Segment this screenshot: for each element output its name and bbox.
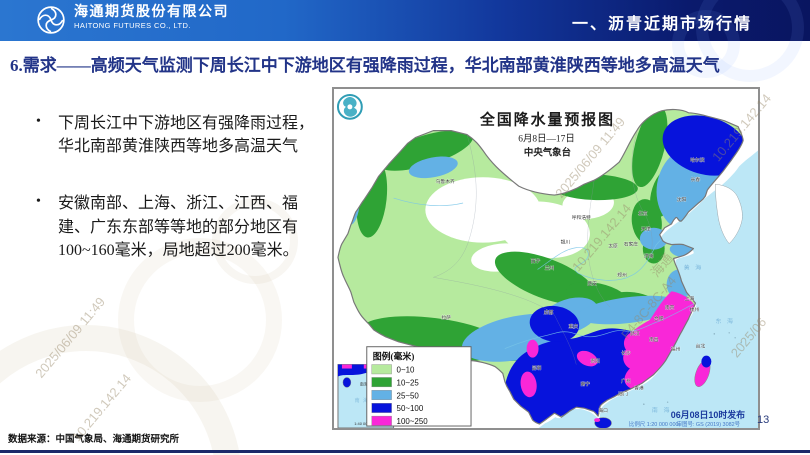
taiwan-north-blue <box>701 355 712 368</box>
sea-label: 南 海 <box>652 406 672 414</box>
bullet-text: 安徽南部、上海、浙江、江西、福建、广东东部等等地的部分地区有100~160毫米，… <box>58 195 299 259</box>
city-label: 成都 <box>544 309 554 316</box>
ornament-circle <box>212 198 298 284</box>
legend-label: 25~50 <box>397 391 420 400</box>
bullet-marker: • <box>36 194 41 210</box>
city-label: 澳门 <box>618 390 628 397</box>
city-label: 哈尔滨 <box>690 156 705 163</box>
city-label: 重庆 <box>569 323 579 330</box>
china-precipitation-svg: 黄 海 东 海 南 海 乌鲁木齐 呼和浩特 北京 天津 石家庄 太原 济南 郑州… <box>334 89 758 428</box>
bullet-text: 下周长江中下游地区有强降雨过程，华北南部黄淮陕西等地多高温天气 <box>58 115 315 156</box>
inset-scale: 1:40 000 000 <box>354 421 378 426</box>
rivers <box>393 197 694 350</box>
korea-peninsula <box>715 183 743 244</box>
city-label: 广州 <box>621 377 631 384</box>
legend: 图例(毫米) 0~10 10~25 25~50 50~100 100~250 <box>366 346 472 427</box>
province-borders <box>433 132 653 365</box>
header-bar: 海通期货股份有限公司 HAITONG FUTURES CO., LTD. 一、沥… <box>0 0 810 82</box>
city-label: 乌鲁木齐 <box>436 178 455 185</box>
city-label: 合肥 <box>654 315 664 322</box>
map-approval: 审图号: GS (2019) 3082号 <box>677 420 741 428</box>
city-label: 南京 <box>665 304 675 311</box>
cma-logo-icon <box>336 93 363 120</box>
page-number: 13 <box>757 414 770 426</box>
legend-title: 图例(毫米) <box>373 351 415 362</box>
city-label: 海口 <box>598 407 608 414</box>
publish-time: 06月08日10时发布 <box>671 409 745 420</box>
legend-label: 100~250 <box>397 417 429 426</box>
map-agency: 中央气象台 <box>524 146 571 158</box>
company-name: 海通期货股份有限公司 HAITONG FUTURES CO., LTD. <box>74 5 229 31</box>
bullet-item: • 下周长江中下游地区有强降雨过程，华北南部黄淮陕西等地多高温天气 <box>36 112 318 158</box>
bullet-marker: • <box>36 114 41 129</box>
city-label: 贵阳 <box>590 358 600 365</box>
inset-sea-label: 南 海 <box>355 397 369 404</box>
legend-swatch <box>371 403 392 413</box>
map-date-range: 6月8日—17日 <box>518 134 575 145</box>
city-label: 郑州 <box>617 271 627 278</box>
city-label: 银川 <box>561 239 571 246</box>
hainan-magenta <box>594 418 601 423</box>
map-title: 全国降水量预报图 <box>479 111 615 129</box>
section-label: 一、沥青近期市场行情 <box>571 16 752 33</box>
legend-swatch <box>371 364 392 375</box>
city-label: 石家庄 <box>624 241 639 248</box>
city-label: 台北 <box>696 343 706 350</box>
city-label: 香港 <box>634 384 644 391</box>
city-labels: 乌鲁木齐 呼和浩特 北京 天津 石家庄 太原 济南 郑州 西安 银川 西宁 兰州… <box>435 156 706 414</box>
data-source: 数据来源：中国气象局、海通期货研究所 <box>8 435 180 445</box>
layer-100-250 <box>520 291 696 398</box>
city-label: 沈阳 <box>677 196 687 203</box>
precipitation-map: 黄 海 东 海 南 海 乌鲁木齐 呼和浩特 北京 天津 石家庄 太原 济南 郑州… <box>332 87 760 430</box>
bottom-accent-bar <box>0 450 810 453</box>
city-label: 北京 <box>638 210 648 217</box>
city-label: 拉萨 <box>441 314 451 321</box>
city-label: 武汉 <box>630 330 640 337</box>
city-label: 杭州 <box>690 306 700 313</box>
city-label: 长沙 <box>621 350 631 357</box>
legend-swatch <box>371 390 392 400</box>
bullet-list: • 下周长江中下游地区有强降雨过程，华北南部黄淮陕西等地多高温天气 • 安徽南部… <box>36 112 318 296</box>
legend-swatch <box>371 377 392 388</box>
legend-label: 50~100 <box>397 404 424 413</box>
city-label: 兰州 <box>545 264 555 271</box>
city-label: 天津 <box>641 226 651 233</box>
city-label: 西宁 <box>531 257 541 264</box>
city-label: 昆明 <box>532 366 542 372</box>
city-label: 西安 <box>587 280 597 287</box>
company-name-cn: 海通期货股份有限公司 <box>74 5 229 20</box>
bullet-item: • 安徽南部、上海、浙江、江西、福建、广东东部等等地的部分地区有100~160毫… <box>36 192 318 262</box>
china-outline <box>337 108 744 425</box>
city-label: 太原 <box>608 243 618 250</box>
legend-label: 10~25 <box>397 378 420 387</box>
map-scale: 比例尺 1:20 000 000 <box>629 420 679 428</box>
city-label: 南昌 <box>649 336 659 343</box>
company-name-en: HAITONG FUTURES CO., LTD. <box>74 21 191 31</box>
legend-label: 0~10 <box>397 365 415 374</box>
slide-title: 6.需求——高频天气监测下周长江中下游地区有强降雨过程，华北南部黄淮陕西等地多高… <box>10 56 720 75</box>
sea-label: 东 海 <box>715 317 735 325</box>
city-label: 福州 <box>671 346 681 353</box>
city-label: 南宁 <box>580 380 590 387</box>
sea-label: 黄 海 <box>684 263 704 271</box>
islands <box>594 355 712 428</box>
city-label: 长春 <box>691 176 701 183</box>
haitong-logo-icon <box>37 6 65 34</box>
city-label: 呼和浩特 <box>572 214 591 221</box>
legend-swatch <box>371 415 392 426</box>
city-label: 上海 <box>685 295 695 302</box>
city-label: 济南 <box>644 253 654 260</box>
